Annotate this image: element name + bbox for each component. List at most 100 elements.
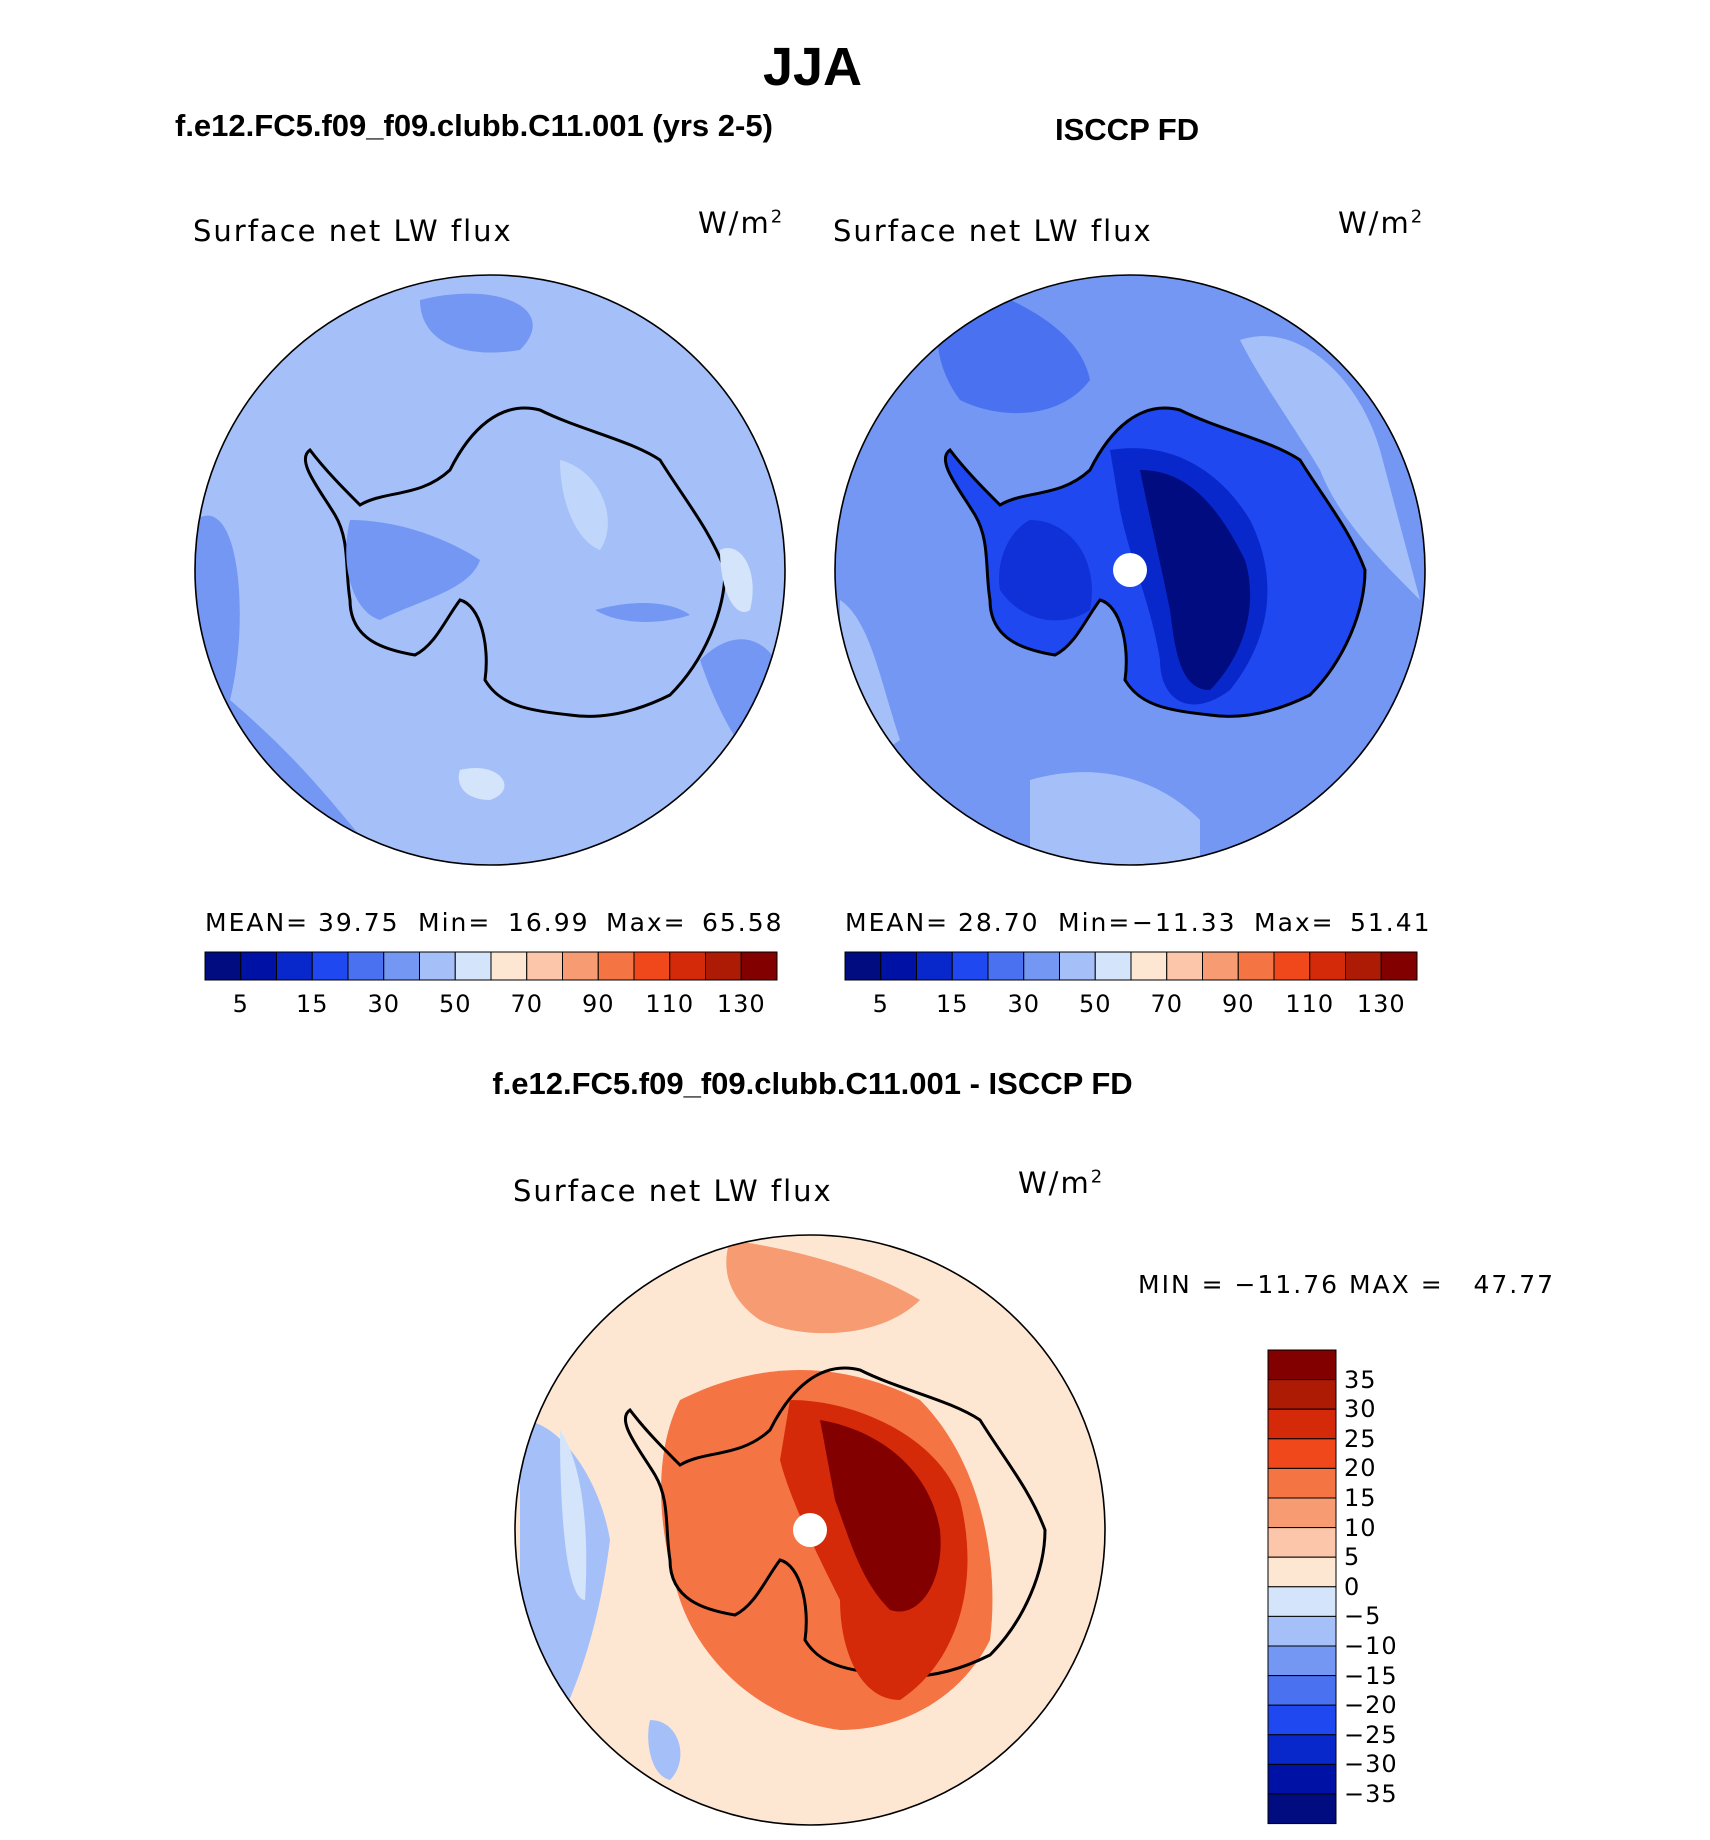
obs-map bbox=[834, 274, 1426, 866]
diff-colorbar-box bbox=[1267, 1467, 1337, 1499]
obs-min-label: Min= bbox=[1058, 908, 1132, 937]
obs-max-value: 51.41 bbox=[1350, 908, 1432, 937]
obs-field-name: Surface net LW flux bbox=[833, 214, 1153, 248]
diff-field-name: Surface net LW flux bbox=[513, 1174, 833, 1208]
case-colorbar-tick-label: 110 bbox=[645, 990, 695, 1018]
diff-colorbar-box bbox=[1267, 1645, 1337, 1677]
case-max-label: Max= bbox=[606, 908, 687, 937]
diff-colorbar-tick-label: 30 bbox=[1344, 1395, 1377, 1424]
diff-colorbar-tick-label: 0 bbox=[1344, 1572, 1361, 1601]
obs-colorbar-box bbox=[1059, 951, 1096, 981]
obs-colorbar-tick-label: 5 bbox=[872, 990, 889, 1018]
case-colorbar-box bbox=[240, 951, 277, 981]
case-colorbar-tick-label: 130 bbox=[716, 990, 766, 1018]
diff-colorbar bbox=[1267, 1349, 1337, 1825]
obs-colorbar-tick-label: 50 bbox=[1078, 990, 1112, 1018]
diff-colorbar-box bbox=[1267, 1556, 1337, 1588]
obs-colorbar-tick-label: 70 bbox=[1150, 990, 1184, 1018]
difference-title: f.e12.FC5.f09_f09.clubb.C11.001 - ISCCP … bbox=[492, 1066, 1133, 1101]
diff-colorbar-tick-label: 15 bbox=[1344, 1484, 1377, 1512]
obs-map-border bbox=[834, 274, 1426, 866]
diff-map bbox=[514, 1234, 1106, 1826]
obs-colorbar-box bbox=[880, 951, 917, 981]
diff-colorbar-tick-label: 20 bbox=[1344, 1454, 1377, 1483]
case-min-value: 16.99 bbox=[508, 908, 590, 937]
diff-colorbar-tick-label: 5 bbox=[1344, 1543, 1361, 1572]
case-colorbar-box bbox=[526, 951, 563, 981]
diff-units: W/m2 bbox=[1018, 1166, 1105, 1200]
diff-colorbar-tick-label: 10 bbox=[1344, 1513, 1377, 1542]
case-min-label: Min= bbox=[418, 908, 492, 937]
case-contour-stripe bbox=[595, 603, 690, 622]
diff-colorbar-tick-label: −30 bbox=[1344, 1750, 1398, 1779]
case-field-name: Surface net LW flux bbox=[193, 214, 513, 248]
obs-colorbar-box bbox=[1380, 951, 1418, 981]
case-max-value: 65.58 bbox=[702, 908, 784, 937]
obs-pole-mask bbox=[1113, 553, 1147, 587]
case-colorbar-box bbox=[383, 951, 420, 981]
obs-units: W/m2 bbox=[1338, 206, 1425, 240]
obs-colorbar-box bbox=[1237, 951, 1275, 981]
obs-contour-east bbox=[1240, 336, 1420, 600]
obs-colorbar-tick-label: 90 bbox=[1221, 990, 1255, 1018]
diff-minmax: MIN = −11.76 MAX = 47.77 bbox=[1138, 1270, 1556, 1299]
diff-colorbar-box bbox=[1267, 1438, 1337, 1469]
obs-colorbar-tick-label: 15 bbox=[935, 990, 969, 1018]
obs-colorbar-box bbox=[951, 951, 989, 981]
diff-colorbar-tick-label: 25 bbox=[1344, 1424, 1377, 1453]
case-colorbar-box bbox=[419, 951, 456, 981]
obs-colorbar-box bbox=[916, 951, 953, 981]
diff-colorbar-tick-label: 35 bbox=[1344, 1365, 1377, 1394]
case-colorbar-box bbox=[311, 951, 349, 981]
obs-mean-label: MEAN= bbox=[845, 908, 950, 937]
diff-map-border bbox=[514, 1234, 1106, 1826]
case-colorbar-box bbox=[669, 951, 706, 981]
diff-contour-north bbox=[726, 1240, 920, 1334]
case-mean-label: MEAN= bbox=[205, 908, 310, 937]
diff-colorbar-tick-label: −5 bbox=[1344, 1602, 1382, 1631]
diff-colorbar-box bbox=[1267, 1763, 1337, 1795]
obs-colorbar-box bbox=[1130, 951, 1168, 981]
diff-colorbar-box bbox=[1267, 1704, 1337, 1736]
obs-max-label: Max= bbox=[1254, 908, 1335, 937]
case-contour-light bbox=[560, 460, 608, 550]
case-colorbar-tick-label: 90 bbox=[581, 990, 615, 1018]
case-colorbar-tick-label: 70 bbox=[510, 990, 544, 1018]
case-colorbar-box bbox=[454, 951, 492, 981]
obs-mean-value: 28.70 bbox=[958, 908, 1040, 937]
obs-colorbar-tick-label: 30 bbox=[1007, 990, 1041, 1018]
case-colorbar-box bbox=[562, 951, 599, 981]
obs-colorbar-box bbox=[1094, 951, 1132, 981]
obs-contour-south bbox=[1030, 772, 1200, 865]
case-colorbar-box bbox=[490, 951, 528, 981]
case-mean-value: 39.75 bbox=[318, 908, 400, 937]
diff-colorbar-tick-label: −20 bbox=[1344, 1691, 1398, 1720]
diff-colorbar-box bbox=[1267, 1734, 1337, 1765]
diff-colorbar-box bbox=[1267, 1379, 1337, 1410]
diff-colorbar-box bbox=[1267, 1408, 1337, 1440]
diff-colorbar-box bbox=[1267, 1527, 1337, 1558]
obs-colorbar-box bbox=[1202, 951, 1239, 981]
obs-contour-west-interior bbox=[999, 520, 1092, 621]
case-contour-light-south bbox=[458, 767, 505, 800]
case-colorbar-box bbox=[204, 951, 242, 981]
diff-colorbar-box bbox=[1267, 1793, 1337, 1825]
case-colorbar-box bbox=[633, 951, 671, 981]
obs-colorbar-box bbox=[987, 951, 1025, 981]
diff-colorbar-box bbox=[1267, 1586, 1337, 1617]
diff-colorbar-tick-label: −10 bbox=[1344, 1632, 1398, 1660]
obs-contour-core bbox=[1140, 470, 1251, 690]
case-contour-interior bbox=[346, 520, 480, 620]
diff-colorbar-box bbox=[1267, 1349, 1337, 1381]
case-colorbar-box bbox=[740, 951, 778, 981]
case-units: W/m2 bbox=[698, 206, 785, 240]
case-colorbar-tick-label: 50 bbox=[438, 990, 472, 1018]
diff-pole-mask bbox=[793, 1513, 827, 1547]
case-map-border bbox=[194, 274, 786, 866]
obs-colorbar bbox=[844, 951, 1418, 981]
obs-colorbar-tick-label: 110 bbox=[1285, 990, 1335, 1018]
season-title: JJA bbox=[762, 37, 863, 97]
obs-colorbar-box bbox=[1023, 951, 1060, 981]
